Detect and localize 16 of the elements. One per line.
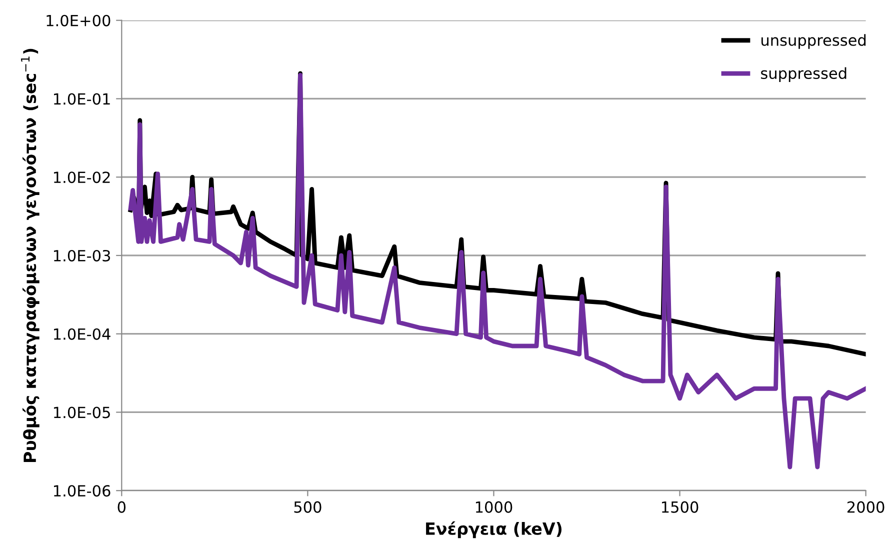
y-tick-label: 1.0E-04 [54,328,110,340]
y-tick-label: 1.0E-01 [54,93,110,105]
y-tick-label: 1.0E-06 [54,485,110,497]
x-tick-label: 1000 [476,501,512,513]
legend-label: suppressed [761,67,846,82]
y-tick-label: 1.0E-03 [54,250,110,262]
y-tick-label: 1.0E-02 [54,172,110,184]
y-tick-label: 1.0E+00 [46,14,110,26]
legend-label: unsuppressed [761,34,866,49]
x-tick-label: 0 [118,501,126,513]
x-tick-label: 2000 [847,501,884,513]
y-tick-label: 1.0E-05 [54,406,110,418]
x-tick-label: 1500 [662,501,698,513]
x-tick-label: 500 [294,501,322,513]
y-axis-title: Ρυθμός καταγραφόμενων γεγονότων (sec$^{−1}$) [20,48,40,462]
x-axis-title: Ενέργεια (keV) [426,521,562,538]
